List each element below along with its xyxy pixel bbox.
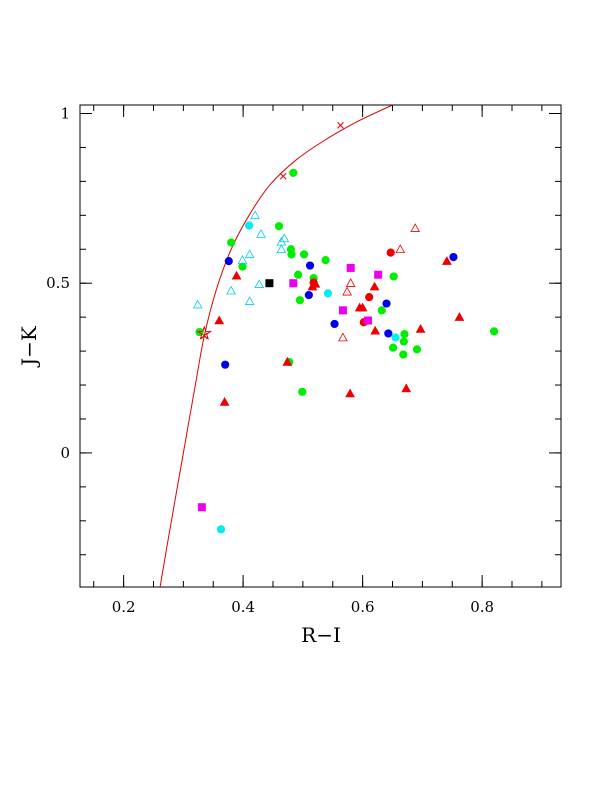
triangle-point <box>395 244 406 254</box>
circle-point <box>377 306 386 315</box>
circle-point <box>299 250 309 259</box>
circle-point <box>412 345 422 354</box>
triangle-point <box>454 312 465 321</box>
circle-point <box>323 289 333 298</box>
circle-point <box>400 330 409 339</box>
square-point <box>197 503 206 512</box>
triangle-point <box>254 279 265 288</box>
x-tick-label: 0.8 <box>470 598 494 616</box>
axis-tick-labels: 0.2 0.4 0.6 0.8 0 0.5 1 <box>46 104 494 616</box>
curve-marker <box>279 172 287 180</box>
data-points <box>192 168 499 534</box>
plot-frame <box>79 104 562 588</box>
circle-point <box>295 296 304 305</box>
triangle-point <box>357 302 368 312</box>
circle-point <box>399 337 408 346</box>
circle-point <box>386 248 395 257</box>
triangle-point <box>256 228 266 238</box>
circle-point <box>365 293 374 302</box>
circle-point <box>244 221 254 230</box>
circle-point <box>330 319 339 329</box>
circle-point <box>305 261 315 270</box>
triangle-point <box>369 281 380 291</box>
y-tick-label: 0 <box>60 444 70 462</box>
circle-point <box>274 222 284 231</box>
triangle-point <box>342 286 352 296</box>
circle-point <box>221 360 230 369</box>
curve-marker <box>337 122 344 129</box>
circle-point <box>391 333 400 342</box>
circle-point <box>224 257 233 266</box>
triangle-point <box>441 256 452 265</box>
square-point <box>346 263 355 272</box>
triangle-point <box>231 270 242 280</box>
star-point <box>196 325 212 340</box>
circle-point <box>384 329 393 338</box>
y-tick-label: 0.5 <box>46 274 70 292</box>
triangle-point <box>338 332 348 342</box>
axis-ticks <box>80 105 561 587</box>
circle-point <box>389 272 398 281</box>
circle-point <box>304 290 313 300</box>
circle-point <box>289 168 298 177</box>
triangle-point <box>244 296 255 305</box>
x-tick-label: 0.6 <box>351 598 375 616</box>
triangle-point <box>250 210 260 220</box>
triangle-point <box>282 356 293 366</box>
triangle-point <box>192 299 203 309</box>
circle-point <box>489 327 499 336</box>
triangle-point <box>401 383 412 393</box>
triangle-point <box>410 223 421 232</box>
circle-point <box>449 252 458 262</box>
circle-point <box>216 525 226 534</box>
model-curve <box>159 105 393 587</box>
circle-point <box>321 256 330 265</box>
circle-point <box>399 350 408 359</box>
square-point <box>374 270 383 279</box>
x-tick-label: 0.2 <box>112 598 136 616</box>
triangle-point <box>237 255 248 264</box>
triangle-point <box>415 324 426 333</box>
triangle-point <box>226 285 237 295</box>
triangle-point <box>276 244 287 254</box>
square-point <box>289 279 298 288</box>
triangle-point <box>244 249 255 259</box>
x-axis-title: R−I <box>301 623 341 647</box>
x-tick-label: 0.4 <box>231 598 255 616</box>
triangle-point <box>219 396 230 406</box>
triangle-point <box>370 325 381 335</box>
triangle-point <box>345 278 356 287</box>
triangle-point <box>214 315 225 325</box>
square-point <box>338 306 347 315</box>
triangle-point <box>279 233 290 243</box>
circle-point <box>287 250 296 259</box>
circle-point <box>227 238 236 247</box>
circle-point <box>298 387 307 396</box>
circle-point <box>382 299 391 308</box>
triangle-point <box>310 278 321 288</box>
circle-point <box>238 262 247 271</box>
square-point <box>364 316 373 325</box>
curve-markers <box>200 122 344 340</box>
triangle-point <box>345 388 355 398</box>
circle-point <box>293 270 303 279</box>
y-tick-label: 1 <box>60 104 70 122</box>
circle-point <box>388 343 398 352</box>
y-axis-title: J−K <box>17 325 41 368</box>
square-point <box>265 279 274 288</box>
